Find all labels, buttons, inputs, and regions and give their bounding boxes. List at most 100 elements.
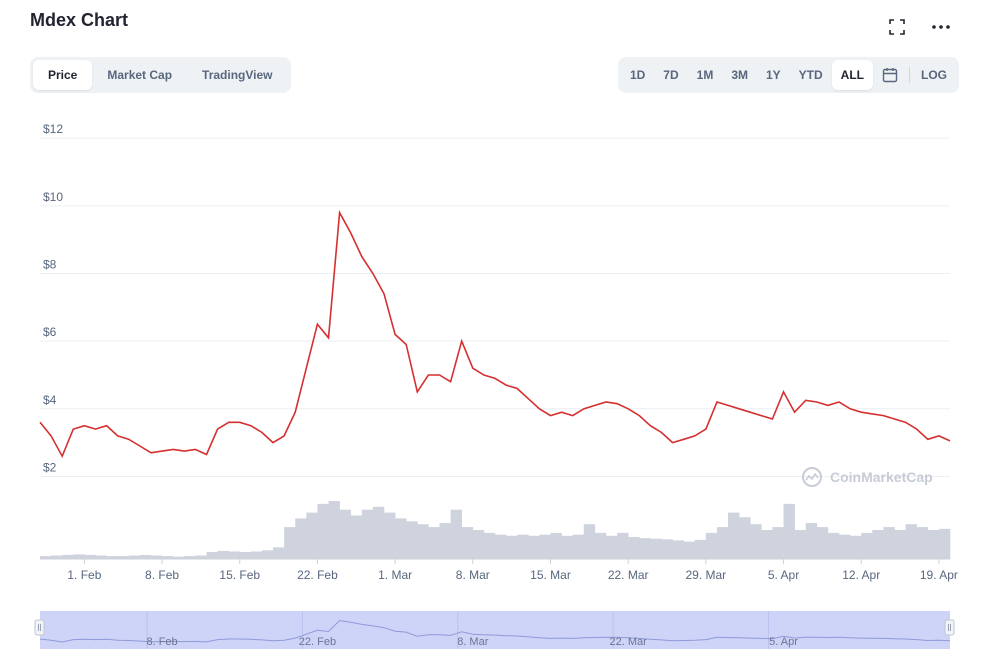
x-tick-label: 8. Feb	[145, 568, 179, 582]
volume-bar	[683, 541, 696, 559]
y-tick-label: $10	[43, 190, 63, 204]
volume-bar	[306, 512, 318, 559]
navigator-tick-label: 22. Feb	[299, 636, 336, 648]
volume-bar	[328, 501, 340, 559]
volume-bar	[73, 554, 85, 559]
volume-bar	[905, 524, 918, 559]
volume-bar	[84, 554, 96, 559]
range-1m-button[interactable]: 1M	[696, 68, 714, 82]
volume-bar	[805, 523, 818, 559]
more-horizontal-icon[interactable]	[930, 16, 952, 38]
volume-bar	[850, 535, 862, 559]
volume-bar	[761, 530, 773, 559]
volume-bar	[95, 555, 107, 559]
volume-bar	[51, 555, 63, 559]
volume-bar	[406, 521, 418, 559]
navigator-tick-label: 8. Mar	[457, 636, 489, 648]
coinmarketcap-logo-wave	[805, 472, 819, 481]
volume-bar	[461, 527, 474, 559]
volume-bar	[384, 512, 396, 559]
volume-bar	[716, 527, 729, 559]
range-3m-button[interactable]: 3M	[731, 68, 748, 82]
range-all-button[interactable]: ALL	[831, 60, 873, 90]
volume-bar	[450, 509, 463, 559]
volume-bar	[794, 530, 807, 559]
range-divider	[909, 67, 910, 83]
y-tick-label: $4	[43, 393, 57, 407]
tab-tradingview[interactable]: TradingView	[202, 68, 273, 82]
range-ytd-button[interactable]: YTD	[798, 68, 823, 82]
volume-bar	[350, 515, 363, 559]
volume-bar	[62, 554, 74, 559]
volume-bar	[173, 556, 185, 559]
volume-bar	[506, 535, 518, 559]
volume-bar	[40, 556, 52, 559]
volume-bar	[927, 530, 940, 559]
volume-bar	[395, 518, 407, 559]
navigator[interactable]: 8. Feb 22. Feb 8. Mar 22. Mar 5. Apr	[34, 611, 955, 649]
volume-bar	[672, 540, 684, 559]
volume-bar	[617, 532, 629, 559]
volume-bar	[417, 524, 429, 559]
range-1d-button[interactable]: 1D	[629, 68, 646, 82]
range-7d-button[interactable]: 7D	[663, 68, 679, 82]
volume-bar	[650, 538, 662, 559]
x-axis: 1. Feb 8. Feb 15. Feb 22. Feb 1. Mar 8. Mar 15…	[40, 558, 958, 582]
volume-bar	[317, 503, 329, 559]
range-1y-button[interactable]: 1Y	[765, 68, 781, 82]
x-tick-label: 15. Mar	[530, 568, 571, 582]
volume-bar	[839, 534, 851, 559]
volume-bar	[628, 536, 640, 559]
volume-bar	[827, 532, 840, 559]
volume-bar	[894, 530, 906, 559]
volume-bar	[361, 509, 374, 559]
tab-price[interactable]: Price	[33, 60, 93, 90]
volume-bar	[239, 552, 252, 559]
volume-bar	[184, 556, 196, 559]
y-tick-label: $2	[43, 460, 57, 474]
navigator-right-handle[interactable]	[944, 619, 955, 636]
navigator-tick-label: 22. Mar	[610, 636, 648, 648]
volume-bar	[605, 535, 618, 559]
watermark-text: CoinMarketCap	[830, 469, 933, 485]
range-selector: 1D 7D 1M 3M 1Y YTD ALL LOG	[617, 57, 959, 93]
volume-bar	[728, 512, 740, 559]
volume-bar	[295, 518, 307, 559]
expand-icon[interactable]	[886, 16, 908, 38]
log-scale-button[interactable]: LOG	[921, 68, 947, 82]
tab-market-cap[interactable]: Market Cap	[107, 68, 173, 82]
volume-bar	[639, 538, 651, 559]
volume-bar	[139, 554, 152, 559]
x-tick-label: 8. Mar	[456, 568, 490, 582]
volume-bar	[572, 534, 585, 559]
volume-bar	[128, 555, 141, 559]
calendar-icon[interactable]	[873, 60, 907, 90]
volume-bar	[439, 523, 451, 559]
x-tick-label: 15. Feb	[219, 568, 260, 582]
navigator-grid	[146, 611, 770, 649]
x-tick-label: 22. Feb	[297, 568, 338, 582]
x-tick-label: 1. Mar	[378, 568, 412, 582]
y-axis: $2 $4 $6 $8 $10 $12	[43, 122, 63, 474]
volume-bar	[916, 527, 929, 559]
volume-bar	[228, 551, 241, 559]
volume-bar	[883, 527, 895, 559]
volume-bar	[495, 534, 507, 559]
volume-bar	[206, 552, 218, 559]
navigator-tick-label: 5. Apr	[769, 636, 798, 648]
navigator-tick-label: 8. Feb	[146, 636, 177, 648]
volume-bar	[472, 530, 485, 559]
volume-bar	[583, 524, 596, 559]
page-title: Mdex Chart	[30, 10, 129, 30]
navigator-background	[40, 611, 950, 649]
volume-bar	[739, 517, 751, 559]
x-tick-label: 1. Feb	[67, 568, 101, 582]
navigator-left-handle[interactable]	[34, 619, 45, 636]
y-tick-label: $8	[43, 257, 57, 271]
volume-bar	[261, 550, 274, 559]
x-tick-label: 29. Mar	[686, 568, 727, 582]
volume-bar	[517, 534, 529, 559]
volume-bar	[694, 539, 707, 559]
volume-bar	[117, 556, 130, 559]
